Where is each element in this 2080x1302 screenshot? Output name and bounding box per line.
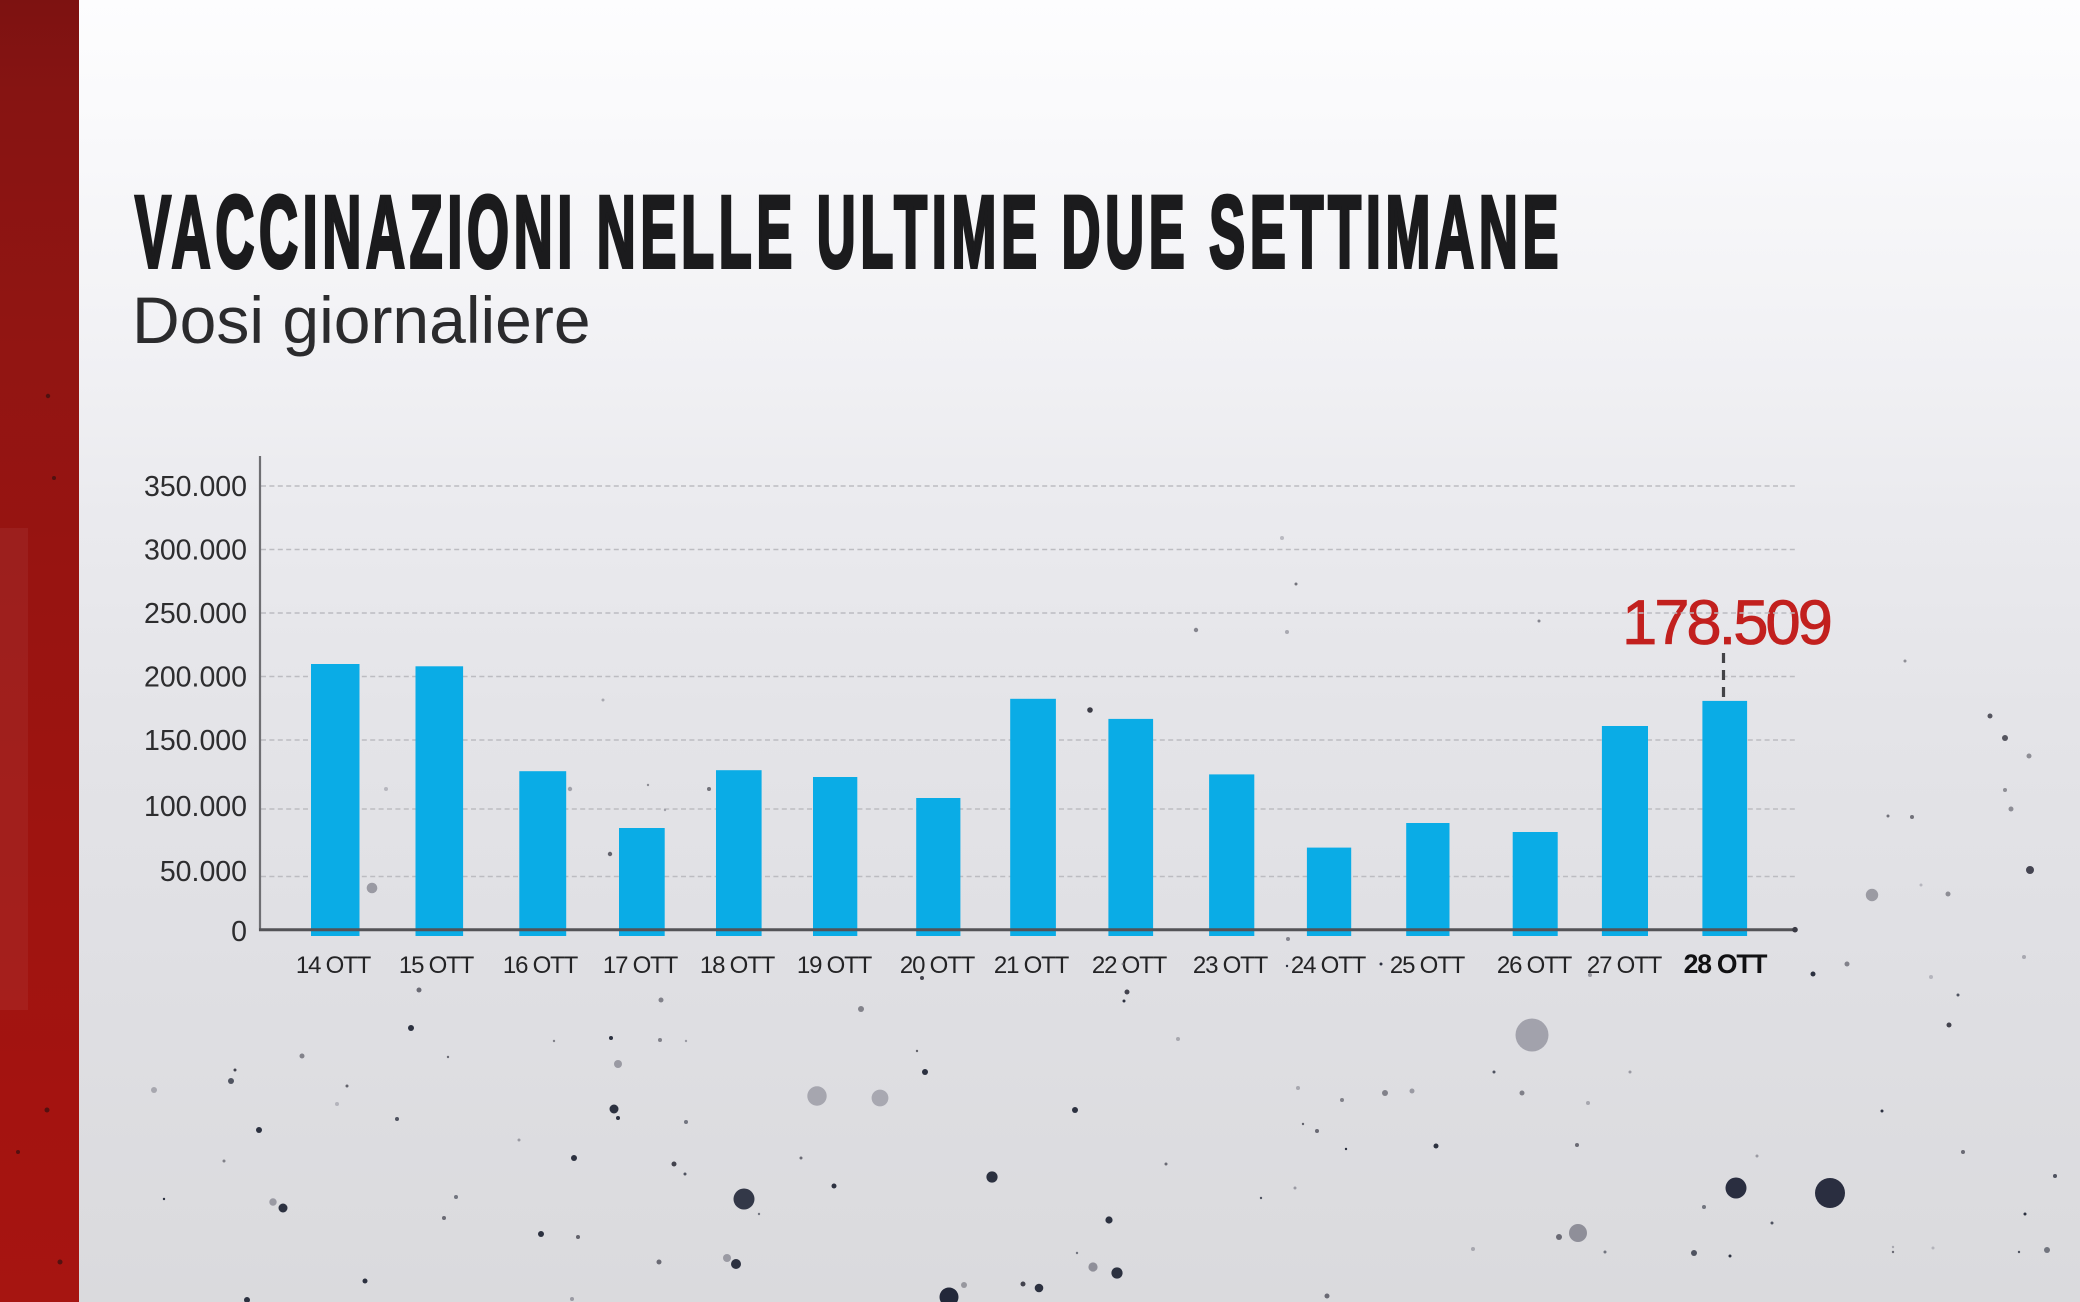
svg-text:27 OTT: 27 OTT <box>1587 952 1663 979</box>
svg-text:20 OTT: 20 OTT <box>900 952 976 979</box>
svg-text:26 OTT: 26 OTT <box>1497 952 1573 979</box>
svg-text:15 OTT: 15 OTT <box>399 952 475 979</box>
svg-text:50.000: 50.000 <box>160 856 247 888</box>
svg-text:21 OTT: 21 OTT <box>994 952 1070 979</box>
svg-text:16 OTT: 16 OTT <box>503 952 579 979</box>
svg-text:28 OTT: 28 OTT <box>1684 949 1768 979</box>
svg-text:300.000: 300.000 <box>144 535 247 567</box>
svg-text:17 OTT: 17 OTT <box>603 952 679 979</box>
svg-text:250.000: 250.000 <box>144 598 247 630</box>
svg-text:350.000: 350.000 <box>144 471 247 503</box>
svg-text:14 OTT: 14 OTT <box>296 952 372 979</box>
svg-text:200.000: 200.000 <box>144 662 247 694</box>
svg-text:150.000: 150.000 <box>144 725 247 757</box>
svg-text:25 OTT: 25 OTT <box>1390 952 1466 979</box>
svg-text:23 OTT: 23 OTT <box>1193 952 1269 979</box>
svg-text:19 OTT: 19 OTT <box>797 952 873 979</box>
svg-text:0: 0 <box>231 916 247 948</box>
svg-text:24 OTT: 24 OTT <box>1291 952 1367 979</box>
svg-text:100.000: 100.000 <box>144 791 247 823</box>
svg-text:18 OTT: 18 OTT <box>700 952 776 979</box>
svg-text:22 OTT: 22 OTT <box>1092 952 1168 979</box>
